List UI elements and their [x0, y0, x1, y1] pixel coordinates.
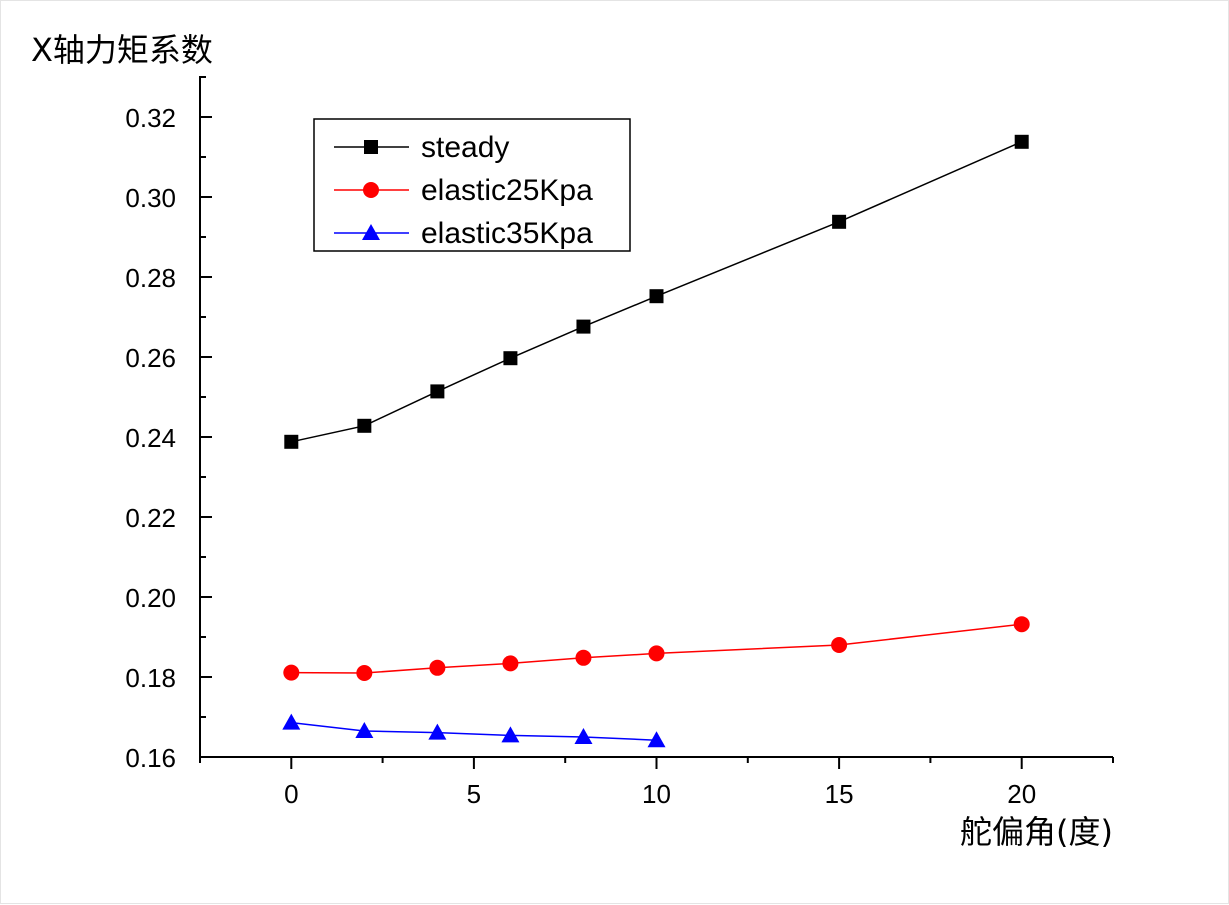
- data-point-elastic25Kpa: [575, 649, 592, 666]
- y-tick-label: 0.16: [125, 743, 176, 773]
- y-tick-label: 0.26: [125, 343, 176, 373]
- series-layer: [282, 134, 1030, 748]
- series-line-elastic25Kpa: [291, 623, 1022, 674]
- data-point-steady: [649, 289, 664, 304]
- data-point-elastic35Kpa: [428, 723, 447, 740]
- data-point-steady: [503, 351, 518, 366]
- data-point-elastic35Kpa: [574, 728, 593, 744]
- data-point-elastic25Kpa: [429, 659, 446, 676]
- legend-label-steady: steady: [421, 131, 509, 164]
- x-tick-label: 20: [1007, 779, 1036, 809]
- y-tick-label: 0.32: [125, 103, 176, 133]
- x-tick-label: 10: [642, 779, 671, 809]
- data-point-elastic25Kpa: [283, 664, 300, 681]
- data-point-elastic25Kpa: [648, 645, 665, 662]
- x-axis-label: 舵偏角(度): [960, 813, 1113, 851]
- data-point-elastic35Kpa: [282, 713, 301, 730]
- ticks: 0.16 0.18 0.20 0.22 0.24 0.26 0.28 0.30 0.32 0 5 10…: [125, 76, 1114, 809]
- data-point-elastic25Kpa: [831, 637, 848, 653]
- series-elastic25Kpa: [283, 616, 1030, 681]
- data-point-elastic35Kpa: [647, 731, 666, 748]
- data-point-elastic35Kpa: [501, 726, 520, 743]
- data-point-steady: [576, 319, 591, 334]
- y-tick-label: 0.20: [125, 583, 176, 613]
- y-tick-label: 0.30: [125, 183, 176, 213]
- series-steady: [284, 134, 1029, 449]
- data-point-elastic35Kpa: [355, 722, 374, 738]
- x-tick-label: 0: [284, 779, 298, 809]
- series-line-steady: [291, 141, 1023, 443]
- legend-label-elastic25Kpa: elastic25Kpa: [421, 174, 593, 207]
- series-line-elastic35Kpa: [291, 721, 657, 741]
- data-point-elastic25Kpa: [1013, 616, 1030, 633]
- x-tick-label: 15: [825, 779, 854, 809]
- y-tick-label: 0.28: [125, 263, 176, 293]
- data-point-elastic25Kpa: [502, 655, 519, 672]
- y-tick-label: 0.24: [125, 423, 176, 453]
- y-tick-label: 0.18: [125, 663, 176, 693]
- data-point-steady: [430, 384, 445, 399]
- legend: steady elastic25Kpa elastic35Kpa: [313, 118, 631, 252]
- series-elastic35Kpa: [282, 713, 666, 748]
- data-point-elastic25Kpa: [356, 665, 373, 681]
- data-point-steady: [357, 418, 372, 433]
- data-point-steady: [832, 214, 847, 229]
- legend-marker-elastic25Kpa: [363, 182, 379, 198]
- data-point-steady: [1014, 134, 1029, 149]
- data-point-steady: [284, 434, 299, 449]
- legend-marker-steady: [364, 140, 378, 154]
- legend-marker-elastic35Kpa: [362, 224, 380, 240]
- y-axis-label: X轴力矩系数: [31, 31, 213, 69]
- x-tick-label: 5: [467, 779, 481, 809]
- y-tick-label: 0.22: [125, 503, 176, 533]
- legend-label-elastic35Kpa: elastic35Kpa: [421, 217, 593, 250]
